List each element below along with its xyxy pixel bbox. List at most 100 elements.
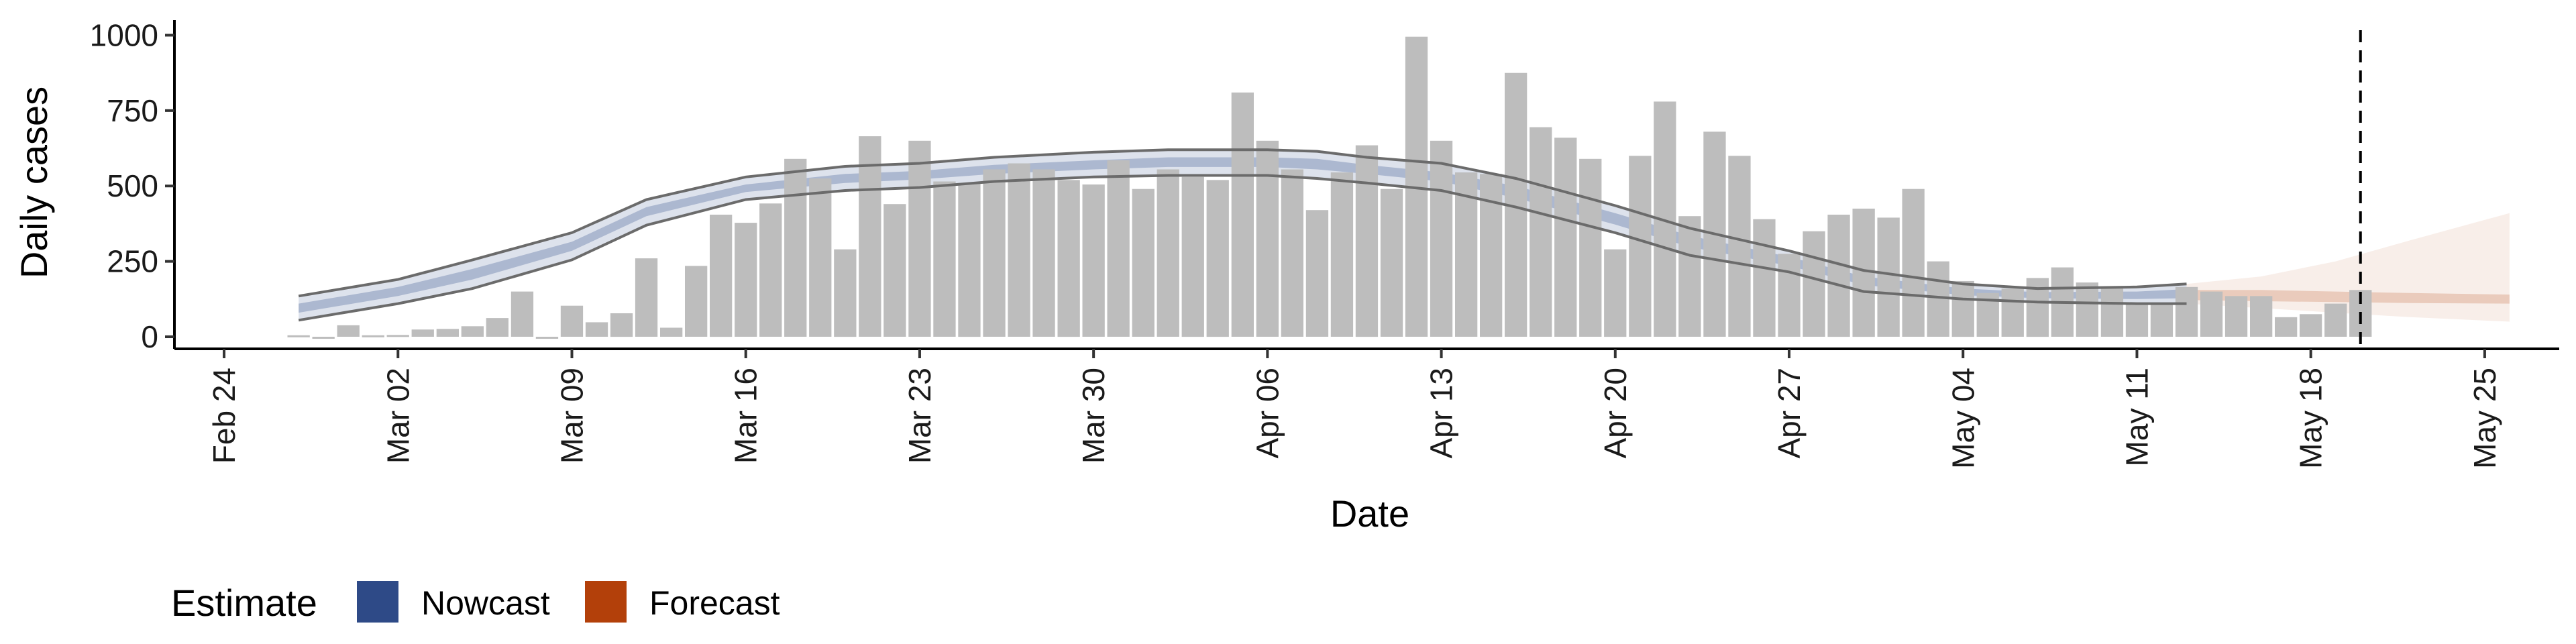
- daily-case-bar: [2300, 314, 2322, 337]
- daily-case-bar: [1554, 138, 1577, 337]
- daily-case-bar: [1455, 172, 1478, 337]
- daily-case-bar: [585, 322, 608, 337]
- daily-case-bar: [1629, 156, 1652, 337]
- daily-case-bar: [2150, 303, 2174, 337]
- x-tick-label: May 04: [1945, 368, 1980, 469]
- daily-case-bar: [461, 326, 484, 337]
- x-tick-label: Mar 09: [555, 368, 590, 464]
- daily-case-bar: [1181, 176, 1204, 337]
- forecast-outer-band: [2186, 213, 2510, 322]
- daily-case-bar: [1330, 172, 1354, 337]
- daily-case-bar: [1281, 169, 1303, 337]
- daily-case-bar: [710, 215, 733, 337]
- daily-case-bar: [1305, 210, 1329, 337]
- x-tick-label: Apr 20: [1598, 368, 1633, 459]
- daily-case-bar: [1604, 249, 1627, 337]
- daily-case-bar: [1951, 280, 1974, 337]
- daily-case-bar: [2076, 282, 2098, 337]
- daily-case-bar: [287, 335, 310, 337]
- y-tick-label: 750: [107, 93, 158, 128]
- daily-case-bar: [2100, 288, 2124, 337]
- legend-title: Estimate: [171, 582, 317, 624]
- y-tick-label: 1000: [90, 17, 158, 52]
- y-tick-label: 0: [141, 319, 158, 354]
- daily-case-bar: [1902, 189, 1925, 337]
- daily-case-bar: [610, 313, 633, 337]
- daily-case-bar: [411, 329, 434, 337]
- daily-case-bar: [2324, 303, 2347, 337]
- x-axis-ticks: Feb 24 Mar 02 Mar 09 Mar 16 Mar 23 Mar 30 Apr …: [207, 349, 2502, 469]
- y-axis-title: Daily cases: [13, 87, 55, 278]
- daily-case-bar: [1057, 180, 1080, 337]
- x-tick-label: May 25: [2467, 368, 2502, 469]
- daily-case-bar: [1529, 127, 1552, 337]
- daily-case-bar: [2125, 303, 2149, 337]
- daily-case-bar: [1480, 174, 1503, 337]
- legend-label-nowcast: Nowcast: [421, 584, 550, 622]
- daily-case-bar: [386, 335, 409, 337]
- daily-case-bar: [1380, 189, 1403, 337]
- daily-case-bar: [660, 327, 683, 337]
- daily-case-bar: [2224, 296, 2248, 337]
- daily-case-bar: [2001, 288, 2024, 337]
- daily-case-bar: [635, 258, 658, 337]
- daily-case-bar: [1678, 216, 1701, 337]
- daily-case-bar: [1778, 254, 1801, 337]
- daily-case-bar: [1157, 169, 1179, 337]
- daily-case-bar: [1082, 184, 1105, 337]
- legend-swatch-forecast: [585, 581, 627, 623]
- daily-case-bar: [2200, 291, 2223, 337]
- daily-case-bar: [1008, 163, 1030, 337]
- daily-case-bar: [1877, 217, 1900, 337]
- daily-case-bar: [685, 266, 708, 337]
- daily-case-bar: [908, 140, 931, 337]
- x-axis-title: Date: [1330, 492, 1409, 535]
- daily-case-bar: [859, 136, 881, 337]
- daily-case-bar: [312, 337, 335, 339]
- x-tick-label: Mar 30: [1076, 368, 1111, 464]
- x-tick-label: Apr 27: [1772, 368, 1807, 459]
- daily-case-bar: [2250, 296, 2273, 337]
- daily-case-bar: [486, 318, 508, 337]
- daily-case-bars: [287, 36, 2372, 339]
- nowcast-lower-line: [298, 174, 2187, 322]
- daily-case-bar: [560, 305, 584, 337]
- daily-case-bar: [2275, 317, 2298, 337]
- legend-swatch-nowcast: [357, 581, 398, 623]
- band-outline-lines: [298, 148, 2187, 322]
- nowcast-outer-band: [299, 150, 2187, 321]
- daily-case-bar: [735, 223, 757, 337]
- y-tick-label: 250: [107, 244, 158, 279]
- daily-case-bar: [809, 178, 832, 337]
- daily-case-bar: [535, 337, 559, 339]
- daily-case-bar: [1231, 92, 1254, 337]
- daily-case-bar: [784, 158, 807, 337]
- y-axis-ticks: 0 250 500 750 1000: [90, 17, 174, 354]
- estimate-bands: [299, 150, 2510, 322]
- daily-case-bar: [1753, 219, 1776, 337]
- daily-case-bar: [759, 203, 782, 337]
- x-tick-label: Feb 24: [207, 368, 241, 464]
- daily-case-bar: [1827, 215, 1850, 337]
- daily-case-bar: [1728, 156, 1751, 337]
- daily-case-bar: [1032, 169, 1055, 337]
- daily-case-bar: [883, 204, 906, 337]
- daily-case-bar: [1132, 189, 1155, 337]
- daily-case-bar: [834, 249, 857, 337]
- daily-case-bar: [933, 181, 956, 337]
- daily-case-bar: [1579, 158, 1602, 337]
- x-tick-label: Apr 13: [1424, 368, 1459, 459]
- daily-case-bar: [436, 329, 459, 337]
- x-tick-label: Mar 02: [380, 368, 415, 464]
- daily-case-bar: [1206, 180, 1229, 337]
- nowcast-upper-line: [298, 148, 2187, 298]
- daily-case-bar: [362, 335, 384, 337]
- y-tick-label: 500: [107, 168, 158, 203]
- daily-case-bar: [958, 182, 981, 337]
- x-tick-label: May 11: [2119, 368, 2154, 466]
- daily-case-bar: [511, 291, 534, 337]
- daily-case-bar: [1107, 160, 1130, 337]
- daily-case-bar: [1256, 140, 1279, 337]
- x-tick-label: Mar 23: [902, 368, 937, 464]
